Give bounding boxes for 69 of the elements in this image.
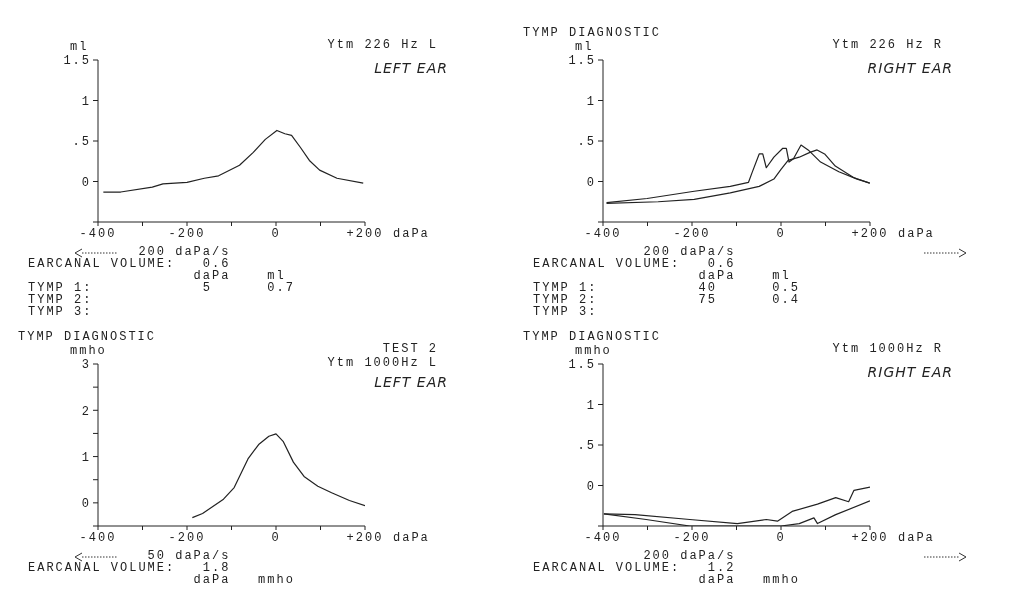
text: EARCANAL VOLUME: 0.6	[28, 257, 232, 271]
y-axis-title: ml	[70, 40, 89, 54]
y-tick-label: 0	[81, 175, 91, 190]
x-tick-label: -200	[673, 530, 711, 545]
x-tick-label: +200	[851, 530, 889, 545]
y-tick-label: 1.5	[568, 358, 596, 373]
y-tick-label: 0	[586, 479, 596, 494]
text: 50 daPa/s	[147, 549, 232, 563]
chart-title: TYMP DIAGNOSTIC	[523, 330, 662, 344]
y-tick-label: .5	[72, 135, 91, 150]
x-axis-title: daPa	[393, 531, 430, 545]
y-tick-label: 2	[81, 404, 91, 419]
text: LEFT EAR	[374, 60, 448, 76]
text: TYMP 2: 75 0.4	[533, 293, 800, 307]
annotation: RIGHT EAR	[867, 60, 953, 76]
text: daPa mmho	[192, 573, 295, 587]
text: LEFT EAR	[374, 374, 448, 390]
x-axis-title: daPa	[393, 227, 430, 241]
annotation: RIGHT EAR	[867, 364, 953, 380]
y-tick-label: 0	[81, 497, 91, 512]
x-axis-title: daPa	[898, 531, 935, 545]
text: TYMP 1: 40 0.5	[533, 281, 800, 295]
y-tick-label: 1.5	[63, 54, 91, 69]
y-tick-label: .5	[577, 439, 596, 454]
text: 200 daPa/s	[138, 245, 232, 259]
x-tick-label: -400	[584, 530, 622, 545]
y-axis-title: mmho	[70, 344, 107, 358]
x-tick-label: -200	[673, 226, 711, 241]
x-tick-label: 0	[776, 226, 786, 241]
text: daPa ml	[697, 269, 791, 283]
chart-title: TYMP DIAGNOSTIC	[18, 330, 157, 344]
text: TYMP 2:	[28, 293, 94, 307]
x-tick-label: -400	[584, 226, 622, 241]
text: EARCANAL VOLUME: 0.6	[533, 257, 737, 271]
text: 200 daPa/s	[643, 549, 737, 563]
y-axis-title: mmho	[575, 344, 612, 358]
chart-subtitle: Ytm 1000Hz R	[832, 342, 943, 356]
y-axis-title: ml	[575, 40, 594, 54]
x-tick-label: 0	[271, 530, 281, 545]
y-tick-label: 3	[81, 358, 91, 373]
chart-subtitle: Ytm 226 Hz L	[327, 38, 438, 52]
x-tick-label: +200	[851, 226, 889, 241]
y-tick-label: 1	[586, 94, 596, 109]
x-tick-label: -200	[168, 226, 206, 241]
y-tick-label: 1	[81, 450, 91, 465]
x-tick-label: -400	[79, 530, 117, 545]
text: 200 daPa/s	[643, 245, 737, 259]
text: TYMP 3:	[533, 305, 599, 319]
x-tick-label: +200	[346, 226, 384, 241]
text: TYMP 3:	[28, 305, 94, 319]
y-tick-label: 1	[586, 398, 596, 413]
x-tick-label: -400	[79, 226, 117, 241]
text: daPa mmho	[697, 573, 800, 587]
y-tick-label: 1.5	[568, 54, 596, 69]
y-tick-label: 0	[586, 175, 596, 190]
x-tick-label: +200	[346, 530, 384, 545]
chart-subtitle: Ytm 226 Hz R	[832, 38, 943, 52]
text: EARCANAL VOLUME: 1.2	[533, 561, 737, 575]
x-tick-label: 0	[776, 530, 786, 545]
text: EARCANAL VOLUME: 1.8	[28, 561, 232, 575]
text: daPa ml	[192, 269, 286, 283]
text: TYMP 1: 5 0.7	[28, 281, 295, 295]
chart-subtitle: TEST 2 Ytm 1000Hz L	[327, 342, 438, 370]
x-tick-label: 0	[271, 226, 281, 241]
x-tick-label: -200	[168, 530, 206, 545]
y-tick-label: 1	[81, 94, 91, 109]
x-axis-title: daPa	[898, 227, 935, 241]
y-tick-label: .5	[577, 135, 596, 150]
chart-title: TYMP DIAGNOSTIC	[523, 26, 662, 40]
